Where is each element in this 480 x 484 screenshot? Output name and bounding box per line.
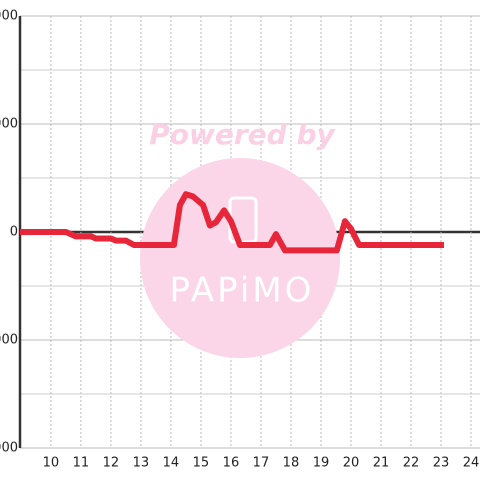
x-tick-label: 24 [463,456,480,471]
data-line [20,191,444,254]
x-tick-label: 22 [403,456,420,471]
x-tick-label: 21 [373,456,390,471]
y-tick-label: -2,000 [0,441,18,456]
x-tick-label: 15 [193,456,210,471]
y-tick-label: -2,000 [0,333,18,348]
x-tick-label: 14 [163,456,180,471]
watermark-circle [140,158,340,358]
watermark-logo: PAPiMO [170,271,315,311]
x-tick-label: 19 [313,456,330,471]
y-tick-label: 1,000 [0,117,18,132]
x-tick-label: 16 [223,456,240,471]
x-tick-label: 17 [253,456,270,471]
y-tick-label: 0 [10,225,18,240]
x-tick-label: 13 [133,456,150,471]
x-tick-label: 10 [43,456,60,471]
x-tick-label: 23 [433,456,450,471]
y-tick-label: 2,000 [0,9,18,24]
x-tick-label: 18 [283,456,300,471]
watermark-text: Powered by [149,118,336,151]
x-tick-label: 11 [73,456,90,471]
x-tick-label: 12 [103,456,120,471]
x-tick-label: 20 [343,456,360,471]
